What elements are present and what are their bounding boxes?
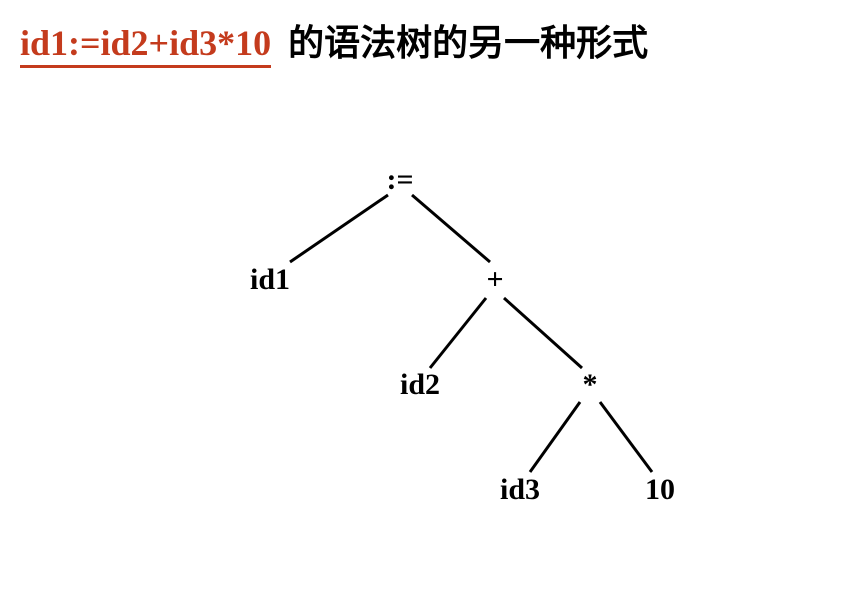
tree-node-id3: id3 xyxy=(500,473,540,507)
tree-edge xyxy=(504,298,582,368)
tree-node-mult: * xyxy=(583,368,598,402)
tree-edge xyxy=(600,402,652,472)
tree-node-id1: id1 xyxy=(250,263,290,297)
page-title: id1:=id2+id3*10 的语法树的另一种形式 xyxy=(20,14,648,66)
syntax-tree: := id1 + id2 * id3 10 xyxy=(0,150,850,570)
tree-edges xyxy=(0,150,850,570)
tree-node-assign: := xyxy=(386,163,413,197)
tree-node-ten: 10 xyxy=(645,473,675,507)
tree-edge xyxy=(430,298,486,368)
tree-edge xyxy=(290,195,388,262)
tree-edge xyxy=(412,195,490,262)
tree-edge xyxy=(530,402,580,472)
tree-node-plus: + xyxy=(486,263,503,297)
tree-node-id2: id2 xyxy=(400,368,440,402)
title-rest: 的语法树的另一种形式 xyxy=(288,23,648,63)
title-expression: id1:=id2+id3*10 xyxy=(20,23,271,68)
